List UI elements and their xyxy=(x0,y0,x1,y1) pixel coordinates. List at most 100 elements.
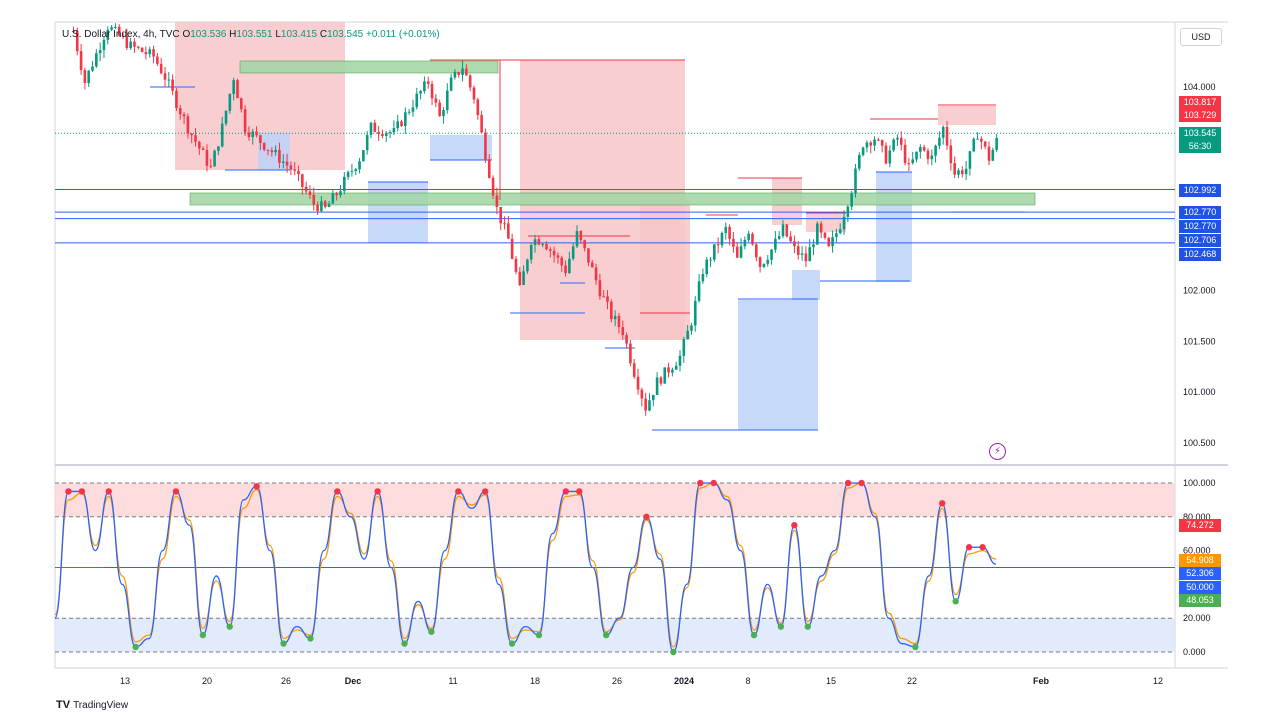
candle-body xyxy=(392,128,396,133)
open-value: 103.536 xyxy=(190,29,227,40)
candle-body xyxy=(487,159,491,178)
candle xyxy=(411,99,415,117)
candle xyxy=(198,140,201,155)
buy-signal-dot xyxy=(777,623,785,630)
candle xyxy=(209,158,213,169)
candle-body xyxy=(621,327,625,336)
candle-body xyxy=(640,389,644,399)
symbol-title: U.S. Dollar Index, 4h, TVC xyxy=(62,29,180,40)
candle-body xyxy=(129,41,132,49)
candle-body xyxy=(781,224,785,237)
candle-body xyxy=(812,244,815,248)
candle xyxy=(903,138,907,166)
candle xyxy=(239,97,243,113)
candle-body xyxy=(846,206,850,217)
candle-body xyxy=(896,137,899,140)
candle-body xyxy=(159,63,163,74)
candle-body xyxy=(632,363,636,377)
candle xyxy=(335,191,338,201)
candle-body xyxy=(396,121,400,129)
candle xyxy=(442,106,445,124)
time-tick-label: 20 xyxy=(202,676,212,686)
candle-body xyxy=(95,53,98,67)
candle-body xyxy=(930,155,934,160)
candle xyxy=(323,200,327,209)
candle xyxy=(98,42,102,62)
candle xyxy=(270,147,274,157)
candle xyxy=(381,129,384,139)
candle-body xyxy=(526,259,529,272)
sell-signal-dot xyxy=(172,488,180,495)
sell-signal-dot xyxy=(105,488,112,495)
candle xyxy=(732,232,735,253)
candle-body xyxy=(625,335,628,344)
candle-body xyxy=(198,141,201,149)
candle xyxy=(148,46,152,58)
candle xyxy=(487,154,491,179)
candle xyxy=(728,224,731,246)
candle xyxy=(701,268,705,284)
zone-5 xyxy=(430,135,492,160)
candle xyxy=(838,223,842,235)
candle-body xyxy=(575,231,579,247)
candle-body xyxy=(423,81,426,92)
candle xyxy=(865,140,869,153)
candle xyxy=(625,332,628,349)
buy-signal-dot xyxy=(226,623,233,630)
candle xyxy=(758,256,762,273)
buy-signal-dot xyxy=(535,631,543,639)
candle xyxy=(312,187,316,211)
candle xyxy=(159,57,163,75)
lightning-icon[interactable]: ⚡ xyxy=(989,443,1006,460)
candle-body xyxy=(701,274,705,282)
candle xyxy=(400,119,403,128)
candle-body xyxy=(388,132,392,134)
candle-body xyxy=(201,148,205,150)
candle-body xyxy=(514,258,518,272)
candle xyxy=(114,23,117,30)
candle-body xyxy=(766,259,770,264)
sell-signal-dot xyxy=(78,488,86,495)
candle xyxy=(480,110,483,134)
candle xyxy=(690,322,693,335)
candle-body xyxy=(419,91,422,94)
candle-body xyxy=(678,355,682,366)
candle-body xyxy=(991,149,995,161)
candle-body xyxy=(236,80,239,99)
candle-body xyxy=(907,163,911,165)
time-tick-label: Feb xyxy=(1033,676,1050,686)
buy-signal-dot xyxy=(401,640,408,647)
candle xyxy=(373,119,377,133)
price-tag: 103.729 xyxy=(1179,109,1221,122)
candle-body xyxy=(884,145,888,164)
candle xyxy=(926,148,930,165)
candle-body xyxy=(312,194,316,205)
time-tick-label: 22 xyxy=(907,676,917,686)
candle-body xyxy=(548,249,552,251)
candle xyxy=(171,74,174,96)
candle xyxy=(873,136,876,151)
candle xyxy=(507,215,510,239)
candle-body xyxy=(739,246,743,258)
candle-body xyxy=(693,300,697,326)
candle-body xyxy=(110,27,113,30)
candle-body xyxy=(857,154,861,169)
candle-body xyxy=(850,193,853,207)
candle xyxy=(945,121,949,150)
candle xyxy=(648,393,651,412)
candle xyxy=(346,170,350,180)
candle xyxy=(655,372,659,395)
candle xyxy=(514,255,518,275)
candle xyxy=(251,128,255,145)
candle xyxy=(606,289,609,310)
candle-body xyxy=(899,137,903,145)
candle-body xyxy=(518,271,522,285)
candle xyxy=(289,161,293,176)
candle-body xyxy=(75,31,79,52)
currency-selector[interactable]: USD xyxy=(1180,28,1222,46)
candle-body xyxy=(636,376,640,390)
candle-body xyxy=(651,394,655,401)
candle-body xyxy=(144,52,148,55)
candle-body xyxy=(579,231,583,241)
